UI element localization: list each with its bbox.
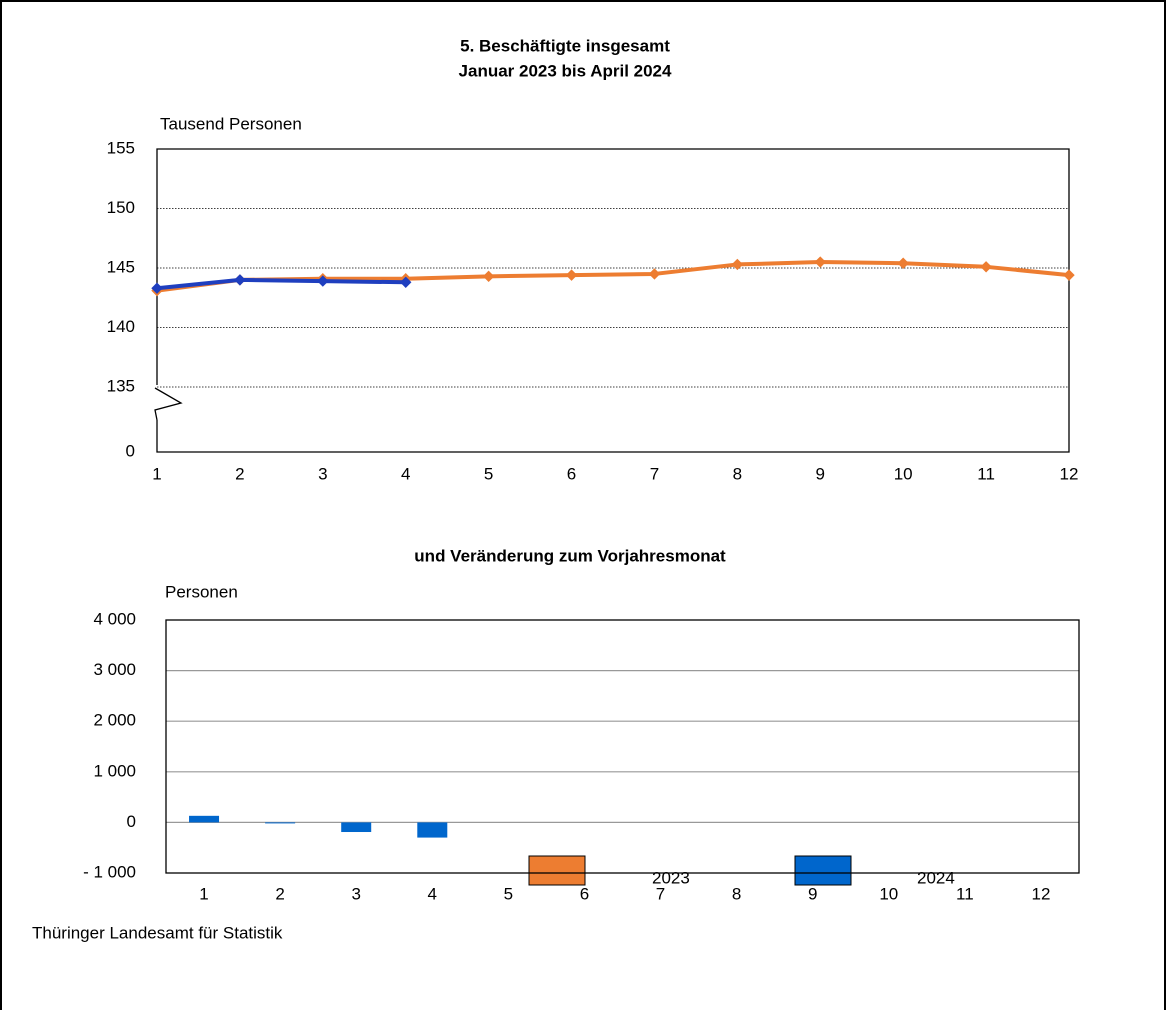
x-tick-label: 4 xyxy=(428,884,437,903)
x-tick-label: 9 xyxy=(808,884,817,903)
y-tick-label: 150 xyxy=(107,198,135,217)
y-axis-label: Personen xyxy=(165,582,238,601)
y-tick-label: 4 000 xyxy=(93,609,136,628)
x-tick-label: 2 xyxy=(235,464,244,483)
marker xyxy=(565,269,578,281)
x-tick-label: 8 xyxy=(732,884,741,903)
marker xyxy=(897,257,909,269)
x-tick-label: 8 xyxy=(733,464,742,483)
x-tick-label: 1 xyxy=(152,464,161,483)
legend-label: 2024 xyxy=(917,868,955,887)
y-tick-label: 145 xyxy=(107,257,135,276)
x-tick-label: 11 xyxy=(956,884,974,903)
x-tick-label: 10 xyxy=(879,884,898,903)
marker xyxy=(1063,269,1075,281)
marker xyxy=(151,282,163,294)
y-tick-label: 155 xyxy=(107,138,135,157)
x-tick-label: 6 xyxy=(567,464,576,483)
chart-subtitle: Januar 2023 bis April 2024 xyxy=(459,61,672,80)
x-tick-label: 12 xyxy=(1060,464,1079,483)
x-tick-label: 5 xyxy=(504,884,513,903)
bar xyxy=(341,822,372,833)
x-tick-label: 3 xyxy=(351,884,360,903)
y-tick-label: 140 xyxy=(107,317,135,336)
marker xyxy=(400,276,412,288)
line xyxy=(156,260,1070,293)
source: Thüringer Landesamt für Statistik xyxy=(32,923,283,942)
marker xyxy=(980,261,992,273)
x-tick-label: 4 xyxy=(401,464,410,483)
x-tick-label: 12 xyxy=(1031,884,1050,903)
x-tick-label: 11 xyxy=(977,464,995,483)
y-tick-label: 0 xyxy=(126,441,135,460)
y-tick-label: 2 000 xyxy=(93,711,136,730)
legend-swatch xyxy=(794,855,852,886)
y-tick-label: 0 xyxy=(127,812,136,831)
x-tick-label: 1 xyxy=(199,884,208,903)
plot-frame xyxy=(165,619,1080,874)
legend-swatch xyxy=(528,855,586,886)
x-tick-label: 7 xyxy=(650,464,659,483)
y-tick-label: 135 xyxy=(107,376,135,395)
x-tick-label: 9 xyxy=(816,464,825,483)
marker xyxy=(234,274,246,286)
y-axis-label: Tausend Personen xyxy=(160,114,302,133)
x-tick-label: 2 xyxy=(275,884,284,903)
marker xyxy=(482,270,495,283)
x-tick-label: 3 xyxy=(318,464,327,483)
marker xyxy=(648,268,661,280)
bar xyxy=(265,822,296,824)
chart-title: 5. Beschäftigte insgesamt xyxy=(460,36,670,55)
bar xyxy=(189,815,220,823)
y-tick-label: 3 000 xyxy=(93,660,136,679)
line xyxy=(156,277,406,291)
y-tick-label: - 1 000 xyxy=(83,862,136,881)
x-tick-label: 7 xyxy=(656,884,665,903)
marker xyxy=(317,275,329,287)
x-tick-label: 5 xyxy=(484,464,493,483)
marker xyxy=(731,258,744,271)
x-tick-label: 10 xyxy=(894,464,913,483)
y-tick-label: 1 000 xyxy=(93,761,136,780)
plot-frame xyxy=(156,148,1070,453)
bar xyxy=(417,822,448,838)
axis-break xyxy=(154,387,183,421)
marker xyxy=(814,256,826,268)
chart-title: und Veränderung zum Vorjahresmonat xyxy=(414,546,726,565)
x-tick-label: 6 xyxy=(580,884,589,903)
